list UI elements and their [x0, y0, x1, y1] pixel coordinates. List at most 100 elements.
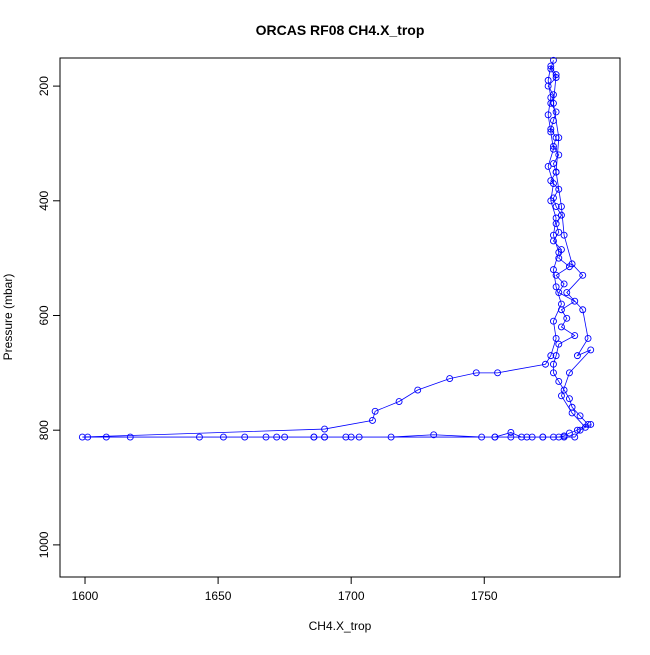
x-tick-label: 1650 [205, 589, 232, 603]
data-point [281, 433, 289, 441]
data-point [371, 407, 379, 415]
data-point [523, 433, 531, 441]
x-axis-label: CH4.X_trop [309, 619, 372, 633]
data-point [550, 433, 557, 441]
data-point [550, 117, 557, 124]
data-point [557, 392, 565, 400]
data-point [552, 74, 560, 81]
y-tick-label: 400 [37, 190, 51, 210]
data-point [555, 185, 563, 193]
data-point [494, 369, 502, 377]
data-point [321, 433, 329, 441]
data-point [550, 231, 557, 239]
data-point [507, 429, 515, 436]
data-point [542, 360, 549, 368]
data-point [507, 433, 515, 441]
y-tick-label: 800 [37, 420, 51, 440]
data-point [414, 386, 422, 394]
data-point [550, 266, 557, 274]
y-tick-label: 200 [37, 76, 51, 96]
data-point [552, 214, 560, 222]
data-point [547, 125, 555, 133]
data-point [544, 111, 552, 119]
data-point [369, 416, 376, 424]
data-point [102, 433, 110, 441]
data-point [550, 145, 557, 153]
data-point [547, 94, 555, 102]
data-point [552, 334, 560, 342]
data-point [518, 433, 525, 441]
data-point [552, 168, 560, 176]
data-point [555, 377, 563, 385]
data-point [347, 433, 355, 441]
data-point [539, 433, 547, 441]
data-point [560, 231, 568, 239]
data-point [552, 203, 560, 210]
data-point [550, 360, 557, 368]
data-point [550, 160, 557, 167]
data-point [550, 99, 557, 107]
data-point [552, 283, 560, 291]
data-point [557, 211, 565, 219]
plot-frame [59, 57, 621, 578]
data-point [547, 128, 555, 136]
data-point [446, 375, 454, 383]
data-point [576, 426, 584, 434]
data-point [273, 433, 281, 441]
data-point [573, 426, 581, 434]
chart-title: ORCAS RF08 CH4.X_trop [256, 22, 425, 38]
data-point [387, 433, 395, 441]
data-point [555, 134, 563, 142]
data-point [565, 395, 573, 403]
data-point [478, 433, 486, 441]
data-point [563, 289, 571, 297]
data-point [528, 433, 536, 441]
data-point [430, 431, 438, 439]
data-point [547, 352, 555, 360]
data-point [557, 300, 565, 308]
data-point [550, 369, 557, 377]
data-point [196, 433, 203, 441]
data-point [472, 369, 480, 377]
data-point [491, 433, 499, 441]
data-point [550, 317, 557, 325]
data-point [219, 433, 227, 441]
x-tick-label: 1750 [471, 589, 498, 603]
data-point [552, 134, 560, 142]
y-axis-label: Pressure (mbar) [1, 274, 15, 361]
data-point [550, 142, 557, 150]
data-point [571, 433, 579, 441]
y-tick-label: 600 [37, 305, 51, 325]
data-point [126, 433, 134, 441]
data-point [555, 248, 563, 256]
data-point [571, 297, 579, 305]
data-point [555, 289, 563, 297]
data-point [552, 352, 560, 360]
data-point [550, 180, 557, 188]
data-point [552, 271, 560, 279]
data-point [587, 421, 595, 428]
data-point [241, 433, 249, 441]
x-tick-label: 1600 [72, 589, 99, 603]
data-point [310, 433, 318, 441]
data-point [547, 197, 555, 205]
data-point [544, 162, 552, 170]
data-point [579, 271, 587, 279]
data-point [560, 433, 568, 441]
data-point [552, 71, 560, 79]
data-point [565, 429, 573, 437]
data-point [395, 398, 403, 405]
data-point [547, 62, 555, 70]
data-point [587, 346, 595, 354]
data-point [355, 433, 363, 441]
data-point [579, 306, 587, 314]
data-point [262, 433, 270, 441]
data-point [342, 433, 350, 441]
data-point [576, 412, 584, 420]
data-point [321, 425, 329, 433]
data-point [544, 76, 552, 84]
data-point [571, 332, 579, 340]
data-point [560, 386, 568, 394]
